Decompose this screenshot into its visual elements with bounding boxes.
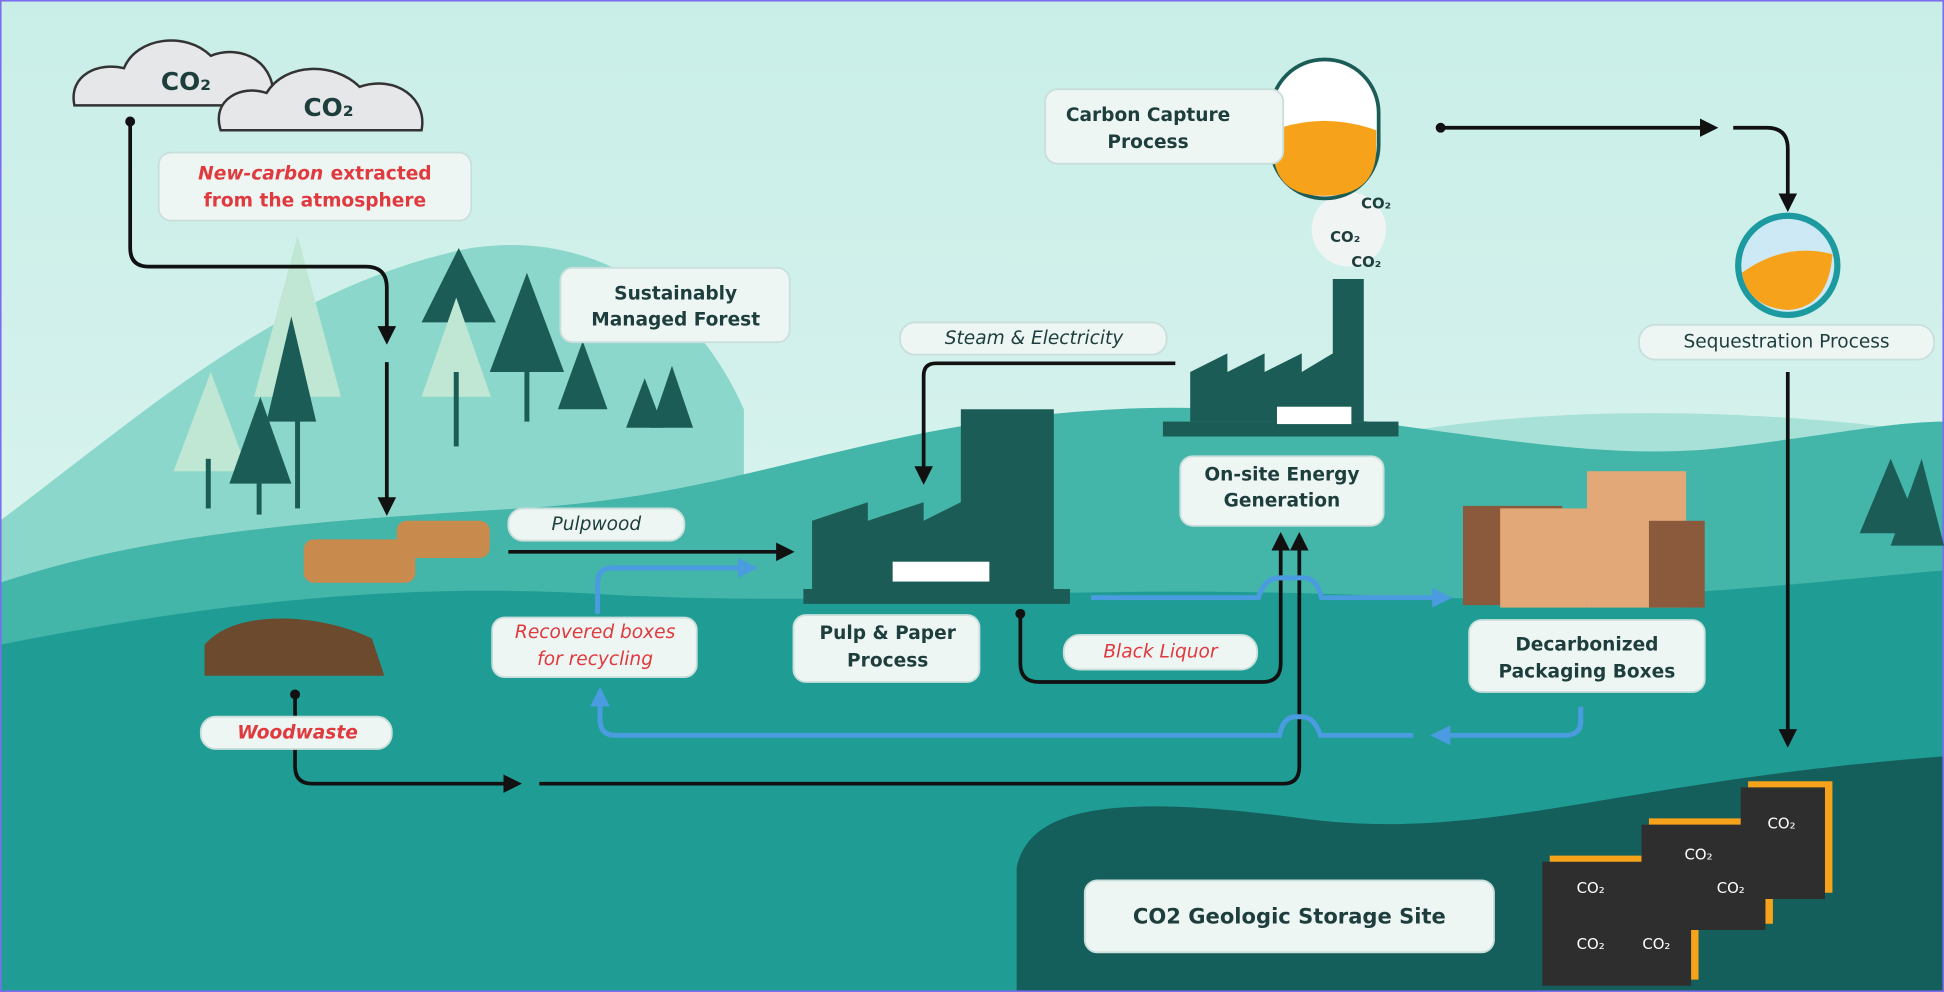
smoke-co2: CO₂ [1330,228,1360,246]
woodwaste-label: Woodwaste [237,722,358,743]
diagram: CO₂ CO₂ [0,0,1944,992]
note-text: extracted [331,163,432,184]
trees-part [524,360,529,422]
pulp-label: Pulp & Paper [820,623,957,644]
boxes-part [1649,521,1705,608]
forest-label: Sustainably [614,283,737,304]
recovered-label: for recycling [537,649,653,670]
capture-label: Carbon Capture [1066,105,1230,126]
forest-label: Managed Forest [591,309,760,330]
storage-co2: CO₂ [1642,935,1670,953]
energy-plant-part [1273,121,1376,196]
page: CO₂ CO₂ [0,0,1944,992]
pulp-label: Process [847,650,928,671]
arrows-part [125,117,135,127]
energy-label: Generation [1224,490,1341,511]
pulp-mill-part [893,562,990,582]
packaging-label: Packaging Boxes [1499,662,1676,683]
pulp-mill-part [803,589,1070,604]
smoke-co2: CO₂ [1351,253,1381,271]
pulpwood-label: Pulpwood [552,514,642,535]
recovered-label: Recovered boxes [515,622,676,643]
labels-part [560,268,789,342]
storage-title: CO2 Geologic Storage Site [1133,904,1446,929]
logs-part [397,521,490,558]
storage-co2: CO₂ [1768,815,1796,833]
energy-label: On-site Energy [1204,464,1359,485]
trees-part [257,471,262,514]
storage-co2: CO₂ [1685,846,1713,864]
trees-part [454,372,459,446]
storage-co2: CO₂ [1577,935,1605,953]
energy-plant-part [1277,407,1351,424]
arrows-part [1015,609,1025,619]
steam-label: Steam & Electricity [945,328,1125,349]
cloud-label: CO₂ [161,67,211,96]
note-text: from the atmosphere [204,190,426,211]
note-line: New-carbon extracted [198,163,431,184]
smoke-co2: CO₂ [1361,195,1391,213]
capture-label: Process [1107,132,1188,153]
arrows-part [290,689,300,699]
cloud-label: CO₂ [303,93,353,122]
storage-co2: CO₂ [1577,879,1605,897]
black-liquor-label: Black Liquor [1103,642,1219,663]
storage-co2: CO₂ [1717,879,1745,897]
trees-part [206,459,211,509]
note-emphasis: New-carbon [198,163,323,184]
sequestration-label: Sequestration Process [1683,332,1889,353]
arrows-part [1436,123,1446,133]
packaging-label: Decarbonized [1515,634,1658,655]
boxes-part [1500,508,1587,607]
